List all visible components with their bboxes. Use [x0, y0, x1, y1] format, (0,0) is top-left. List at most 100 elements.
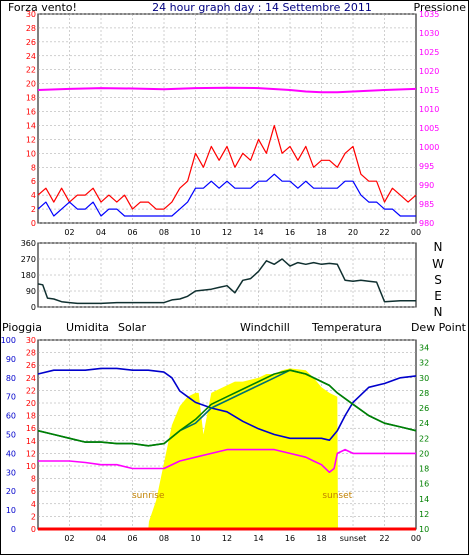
- wind-y-tick: 4: [31, 191, 36, 200]
- temperature-y-tick: 34: [419, 344, 429, 353]
- rain-y-tick: 12: [26, 449, 36, 458]
- pressure-y-tick: 1035: [419, 10, 439, 19]
- humidity-y-tick: 30: [6, 468, 16, 477]
- humidity-y-tick: 90: [6, 355, 16, 364]
- rain-y-tick: 8: [31, 475, 36, 484]
- rain-y-tick: 20: [26, 399, 36, 408]
- wind-y-tick: 16: [26, 108, 36, 117]
- compass-labels: N W S E N: [432, 240, 444, 319]
- solar-label: Solar: [118, 321, 147, 334]
- x-tick-label: 06: [127, 228, 137, 237]
- wind-y-tick: 20: [26, 80, 36, 89]
- rain-y-tick: 4: [31, 500, 36, 509]
- compass-n-top: N: [434, 240, 443, 254]
- x-tick-label: 04: [96, 534, 106, 543]
- x-tick-label: 00: [411, 228, 421, 237]
- wind-y-tick: 18: [26, 94, 36, 103]
- humidity-y-tick: 0: [11, 525, 16, 534]
- wind-gust-avg-line: [37, 173, 416, 217]
- rain-label: Pioggia: [2, 321, 42, 334]
- windchill-label: Windchill: [240, 321, 290, 334]
- x-tick-label: 18: [316, 534, 326, 543]
- temperature-y-tick: 30: [419, 374, 429, 383]
- panel1-axes: 0246810121416182022242628309809859909951…: [26, 10, 440, 237]
- x-tick-label: 14: [253, 228, 263, 237]
- panel2-grid: [38, 242, 416, 308]
- dew-point-line: [38, 448, 416, 474]
- humidity-y-tick: 80: [6, 374, 16, 383]
- temperature-y-tick: 32: [419, 359, 429, 368]
- panel2-series: [37, 258, 416, 305]
- pressure-y-tick: 990: [419, 181, 434, 190]
- rain-y-tick: 10: [26, 462, 36, 471]
- chart-title: 24 hour graph day : 14 Settembre 2011: [152, 1, 372, 14]
- pressure-y-tick: 1000: [419, 143, 439, 152]
- direction-y-tick: 0: [31, 303, 36, 312]
- x-tick-label: 00: [411, 534, 421, 543]
- compass-n-bottom: N: [434, 305, 443, 319]
- pressure-y-tick: 1015: [419, 86, 439, 95]
- humidity-y-tick: 100: [1, 336, 16, 345]
- temperature-line: [37, 369, 417, 447]
- panel1-series: [37, 86, 417, 217]
- rain-y-tick: 0: [31, 525, 36, 534]
- temperature-y-tick: 26: [419, 404, 429, 413]
- x-tick-label: 16: [285, 228, 295, 237]
- direction-y-tick: 270: [21, 255, 36, 264]
- humidity-line: [37, 367, 417, 442]
- x-tick-label: 06: [127, 534, 137, 543]
- humidity-y-tick: 10: [6, 506, 16, 515]
- wind-y-tick: 26: [26, 38, 36, 47]
- wind-y-tick: 8: [31, 163, 36, 172]
- rain-y-tick: 16: [26, 424, 36, 433]
- x-tick-label: 04: [96, 228, 106, 237]
- wind-y-tick: 24: [26, 52, 36, 61]
- rain-y-tick: 26: [26, 361, 36, 370]
- sunrise-annotation: sunrise: [132, 491, 165, 501]
- direction-y-tick: 180: [21, 271, 36, 280]
- pressure-y-tick: 1020: [419, 67, 439, 76]
- rain-y-tick: 22: [26, 386, 36, 395]
- x-tick-label: 20: [348, 228, 358, 237]
- humidity-y-tick: 40: [6, 449, 16, 458]
- pressure-y-tick: 980: [419, 219, 434, 228]
- rain-y-tick: 2: [31, 512, 36, 521]
- wind-y-tick: 12: [26, 135, 36, 144]
- solar-area: [38, 368, 416, 529]
- temperature-label: Temperatura: [311, 321, 382, 334]
- wind-y-tick: 6: [31, 177, 36, 186]
- x-tick-label: 08: [159, 534, 169, 543]
- sunset-annotation: sunset: [322, 491, 352, 501]
- direction-y-tick: 360: [21, 239, 36, 248]
- pressure-y-tick: 1025: [419, 48, 439, 57]
- rain-y-tick: 30: [26, 336, 36, 345]
- x-tick-label: 10: [190, 228, 200, 237]
- direction-y-tick: 90: [26, 287, 36, 296]
- x-tick-label: 02: [64, 228, 74, 237]
- temperature-y-tick: 16: [419, 480, 429, 489]
- wind-y-tick: 14: [26, 121, 36, 130]
- humidity-y-tick: 20: [6, 487, 16, 496]
- x-tick-label: 12: [222, 534, 232, 543]
- pressure-y-tick: 1005: [419, 124, 439, 133]
- humidity-y-tick: 70: [6, 393, 16, 402]
- x-tick-label: 12: [222, 228, 232, 237]
- x-tick-label: 18: [316, 228, 326, 237]
- pressure-line: [37, 86, 417, 94]
- dew-point-label: Dew Point: [411, 321, 467, 334]
- wind-speed-label: Forza vento!: [8, 1, 77, 14]
- temperature-y-tick: 28: [419, 389, 429, 398]
- temperature-y-tick: 10: [419, 525, 429, 534]
- panel2-axes: 0 90 180 270 360: [21, 239, 36, 312]
- rain-y-tick: 18: [26, 412, 36, 421]
- panel3-series: [37, 367, 417, 531]
- compass-w: W: [432, 257, 444, 271]
- x-tick-label: 22: [379, 534, 389, 543]
- rain-y-tick: 28: [26, 349, 36, 358]
- pressure-y-tick: 985: [419, 200, 434, 209]
- humidity-y-tick: 60: [6, 412, 16, 421]
- wind-direction-line: [37, 258, 416, 305]
- temperature-y-tick: 12: [419, 510, 429, 519]
